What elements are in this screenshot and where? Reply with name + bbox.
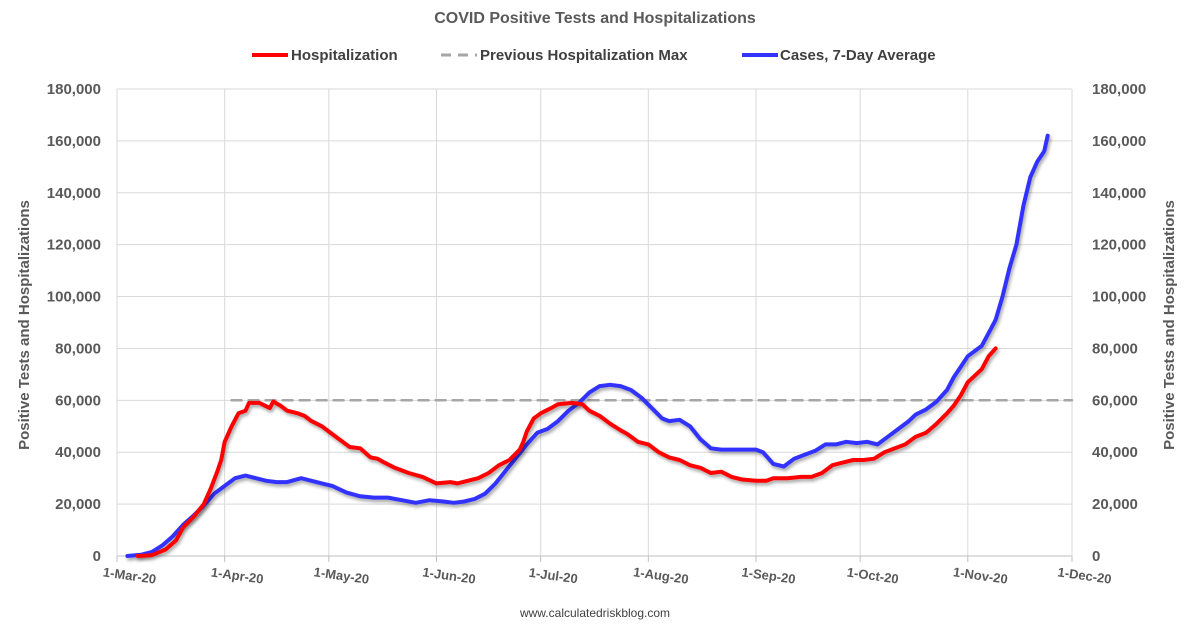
- y-axis-label-right: Positive Tests and Hospitalizations: [1161, 200, 1178, 450]
- y-tick-label-left: 180,000: [47, 81, 101, 98]
- y-tick-label-left: 20,000: [55, 496, 101, 513]
- y-tick-label-right: 80,000: [1092, 340, 1138, 357]
- y-tick-label-left: 60,000: [55, 392, 101, 409]
- y-axis-label-left: Positive Tests and Hospitalizations: [16, 200, 33, 450]
- y-tick-label-left: 160,000: [47, 133, 101, 150]
- y-tick-label-left: 100,000: [47, 289, 101, 306]
- y-tick-label-left: 140,000: [47, 185, 101, 202]
- y-tick-label-right: 60,000: [1092, 392, 1138, 409]
- y-tick-label-left: 0: [93, 548, 101, 565]
- legend-item-cases: Cases, 7-Day Average: [742, 47, 936, 64]
- y-tick-label-right: 40,000: [1092, 444, 1138, 461]
- legend-item-previous-max: Previous Hospitalization Max: [441, 47, 688, 64]
- y-tick-label-right: 20,000: [1092, 496, 1138, 513]
- y-tick-label-right: 100,000: [1092, 289, 1146, 306]
- legend-label-hospitalization: Hospitalization: [291, 47, 398, 64]
- x-tick-label: 1-Jul-20: [528, 565, 579, 587]
- legend-label-previous-max: Previous Hospitalization Max: [480, 47, 688, 64]
- source-footer: www.calculatedriskblog.com: [519, 606, 670, 620]
- y-tick-label-left: 120,000: [47, 237, 101, 254]
- x-tick-label: 1-Dec-20: [1057, 564, 1113, 586]
- y-tick-label-left: 40,000: [55, 444, 101, 461]
- legend-item-hospitalization: Hospitalization: [252, 47, 398, 64]
- x-tick-label: 1-Nov-20: [952, 564, 1008, 586]
- series-lines: [125, 133, 1074, 558]
- tick-labels: 0 0 20,000 20,000 40,000 40,000 60,000 60,000 80…: [47, 81, 1146, 587]
- y-tick-label-right: 180,000: [1092, 81, 1146, 98]
- y-tick-label-left: 80,000: [55, 340, 101, 357]
- x-tick-label: 1-Sep-20: [741, 564, 797, 586]
- y-tick-label-right: 160,000: [1092, 133, 1146, 150]
- x-tick-label: 1-Oct-20: [846, 564, 900, 586]
- y-tick-label-right: 140,000: [1092, 185, 1146, 202]
- gridlines: [117, 88, 1072, 556]
- x-tick-label: 1-Mar-20: [102, 564, 157, 586]
- y-tick-label-right: 120,000: [1092, 237, 1146, 254]
- series-line-hospitalization: [135, 346, 998, 558]
- chart-title: COVID Positive Tests and Hospitalization…: [434, 10, 756, 27]
- x-tick-label: 1-May-20: [313, 564, 370, 587]
- x-tick-label: 1-Apr-20: [210, 564, 264, 586]
- axes: [116, 89, 1073, 562]
- legend: Hospitalization Previous Hospitalization…: [252, 47, 936, 64]
- series-line-cases: [125, 133, 1050, 558]
- y-tick-label-right: 0: [1092, 548, 1100, 565]
- x-tick-label: 1-Aug-20: [632, 564, 689, 587]
- x-tick-label: 1-Jun-20: [422, 564, 477, 586]
- legend-label-cases: Cases, 7-Day Average: [780, 47, 936, 64]
